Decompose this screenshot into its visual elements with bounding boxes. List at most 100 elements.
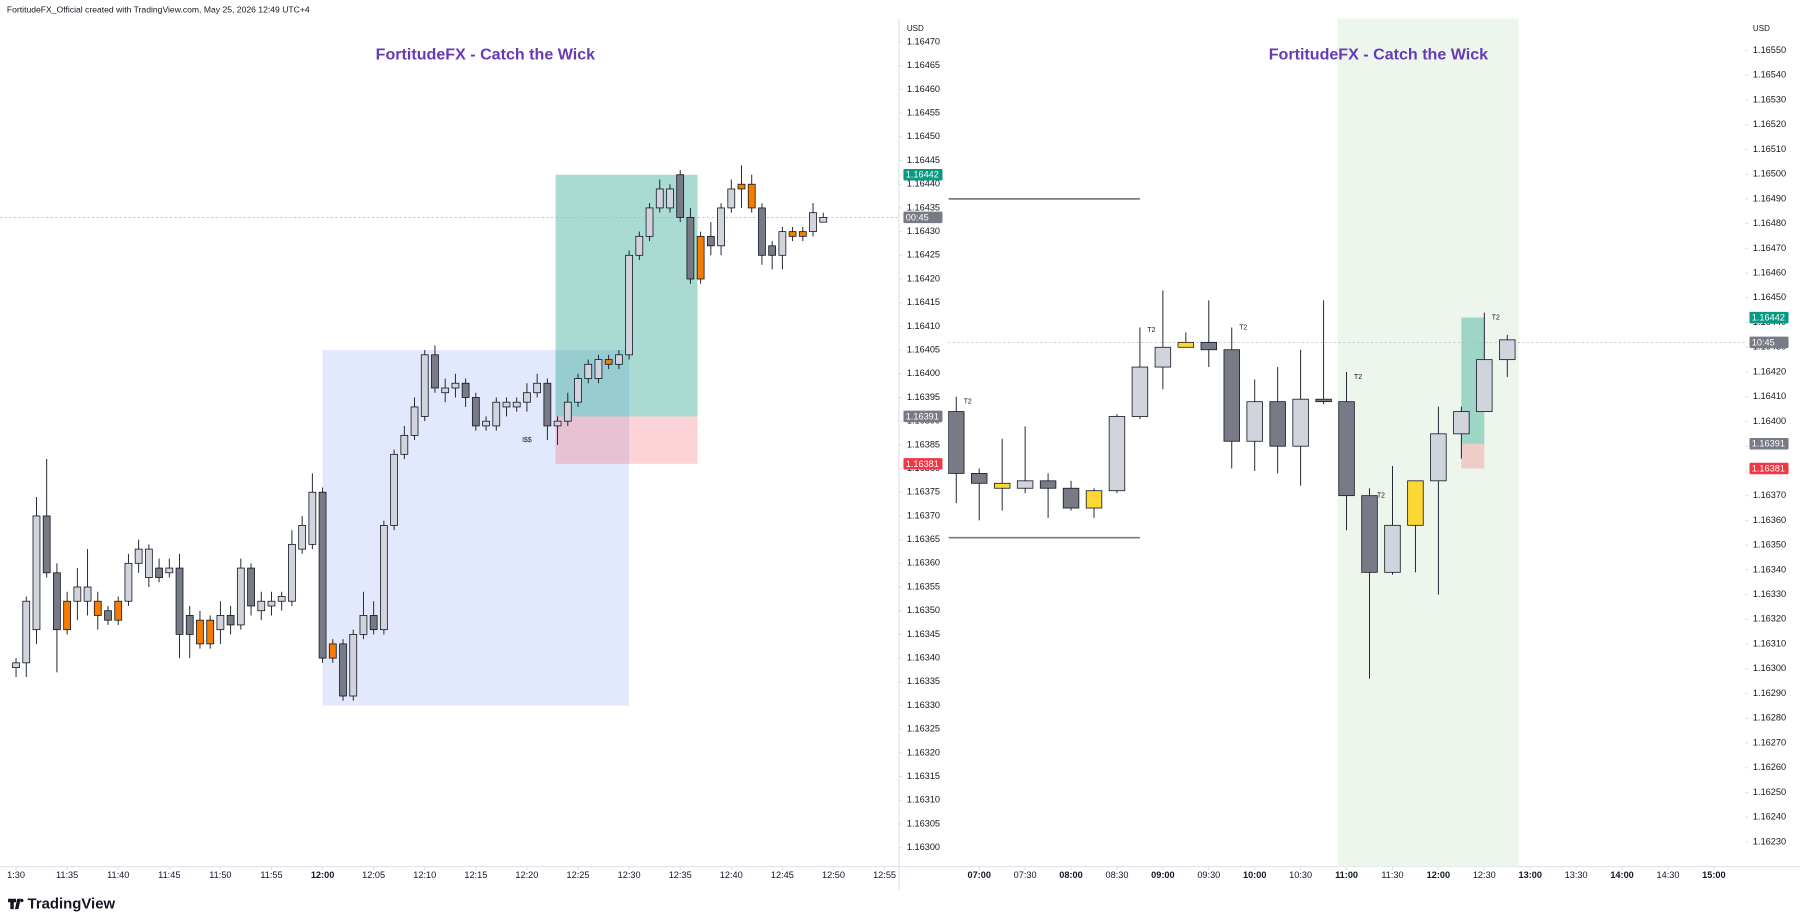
y-tick-label: 1.16340: [1753, 564, 1786, 574]
candle-body: [114, 600, 123, 621]
last-price-badge: [903, 211, 943, 224]
y-tick-label: 1.16370: [1753, 490, 1786, 500]
y-tick-label: 1.16425: [907, 250, 940, 260]
x-tick-label: 10:00: [1243, 870, 1266, 880]
candle-body: [1200, 341, 1218, 351]
stop-label: 1.16381: [1752, 463, 1785, 473]
candle-body: [819, 216, 828, 223]
logo-icon: [8, 898, 24, 910]
candle-body: [584, 363, 593, 379]
candle-body: [63, 600, 72, 631]
entry-badge: [903, 410, 943, 423]
candle-body: [676, 174, 685, 218]
x-tick-label: 11:35: [56, 870, 78, 880]
candle-body: [1430, 433, 1447, 482]
y-tick-label: 1.16470: [907, 36, 940, 46]
candle-body: [308, 491, 317, 545]
candle-body: [482, 420, 490, 427]
y-tick-label: 1.16230: [1753, 836, 1786, 846]
y-tick-label: 1.16465: [907, 60, 940, 70]
y-tick-label: 1.16360: [907, 558, 940, 568]
entry-badge: [1749, 437, 1789, 450]
target-label: 1.16442: [906, 170, 939, 180]
candle-body: [1246, 401, 1263, 442]
target-badge: [1749, 311, 1789, 324]
y-tick-label: 1.16360: [1753, 515, 1786, 525]
candle-body: [1453, 411, 1470, 435]
x-tick-label: 11:50: [209, 870, 231, 880]
x-tick-label: 11:00: [1335, 870, 1358, 880]
y-tick-label: 1.16240: [1753, 812, 1786, 822]
candle-body: [318, 491, 327, 659]
entry-label: 1.16391: [1752, 439, 1785, 449]
candle-body: [410, 406, 419, 436]
candle-body: [993, 482, 1011, 489]
y-tick-label: 1.16530: [1753, 94, 1786, 104]
y-tick-label: 1.16440: [907, 179, 940, 189]
y-tick-label: 1.16510: [1753, 144, 1786, 154]
candle-body: [441, 387, 450, 394]
x-tick-label: 12:25: [567, 870, 590, 880]
chart-panel: I$$ FortitudeFX - Catch the Wick USD 1.1647…: [0, 24, 943, 880]
y-tick-label: 1.16520: [1753, 119, 1786, 129]
target-badge: [903, 169, 943, 181]
candle-body: [93, 600, 102, 616]
x-tick-label: 13:30: [1565, 870, 1588, 880]
candle-body: [420, 354, 429, 417]
candle-body: [717, 207, 725, 247]
header: FortitudeFX_Official created with Tradin…: [7, 5, 310, 15]
y-tick-label: 1.16460: [907, 84, 940, 94]
y-tick-label: 1.16455: [907, 108, 940, 118]
y-tick-label: 1.16290: [1753, 688, 1786, 698]
x-tick-label: 10:30: [1289, 870, 1312, 880]
candle-body: [971, 472, 988, 484]
candle-body: [461, 382, 470, 398]
y-tick-label: 1.16420: [907, 273, 940, 283]
candle-body: [73, 586, 82, 602]
x-tick-label: 11:45: [158, 870, 180, 880]
plot-area: T2 T2 T2 T2 T2 T2: [948, 18, 1745, 867]
currency-label: USD: [907, 24, 924, 33]
x-tick-label: 12:35: [669, 870, 692, 880]
candle-body: [686, 216, 695, 280]
candle-body: [22, 600, 31, 664]
x-tick-label: 14:00: [1610, 870, 1633, 880]
candle-body: [175, 567, 184, 635]
candle-body: [1407, 480, 1424, 526]
candle-body: [948, 411, 965, 474]
x-tick-label: 08:30: [1105, 870, 1128, 880]
candle-body: [380, 525, 388, 631]
x-tick-label: 13:00: [1518, 870, 1541, 880]
candle-body: [768, 245, 777, 256]
candle-body: [798, 231, 807, 237]
y-tick-label: 1.16480: [1753, 218, 1786, 228]
position-stop-zone: [1461, 443, 1485, 469]
zone: [1337, 18, 1519, 867]
candle-body: [165, 567, 174, 574]
y-tick-label: 1.16340: [907, 653, 940, 663]
x-tick-label: 09:00: [1151, 870, 1174, 880]
y-tick-label: 1.16450: [1753, 292, 1786, 302]
candle-body: [778, 231, 787, 256]
x-tick-label: 12:05: [362, 870, 385, 880]
y-tick-label: 1.16310: [907, 795, 940, 805]
x-tick-label: 12:10: [413, 870, 436, 880]
candle-body: [1085, 490, 1103, 509]
y-tick-label: 1.16400: [1753, 416, 1786, 426]
annotation: T2: [1377, 492, 1385, 499]
candle-body: [144, 548, 153, 578]
candle-body: [1223, 349, 1240, 442]
y-tick-label: 1.16375: [907, 487, 940, 497]
x-tick-label: 07:00: [967, 870, 990, 880]
entry-label: 1.16391: [906, 411, 939, 421]
candle-body: [124, 562, 133, 602]
candle-body: [1384, 524, 1401, 573]
chart-title: FortitudeFX - Catch the Wick: [1269, 45, 1488, 63]
y-tick-label: 1.16410: [1753, 391, 1786, 401]
x-tick-label: 12:45: [771, 870, 794, 880]
candle-body: [216, 615, 225, 631]
stop-badge: [1749, 462, 1789, 475]
y-tick-label: 1.16460: [1753, 268, 1786, 278]
